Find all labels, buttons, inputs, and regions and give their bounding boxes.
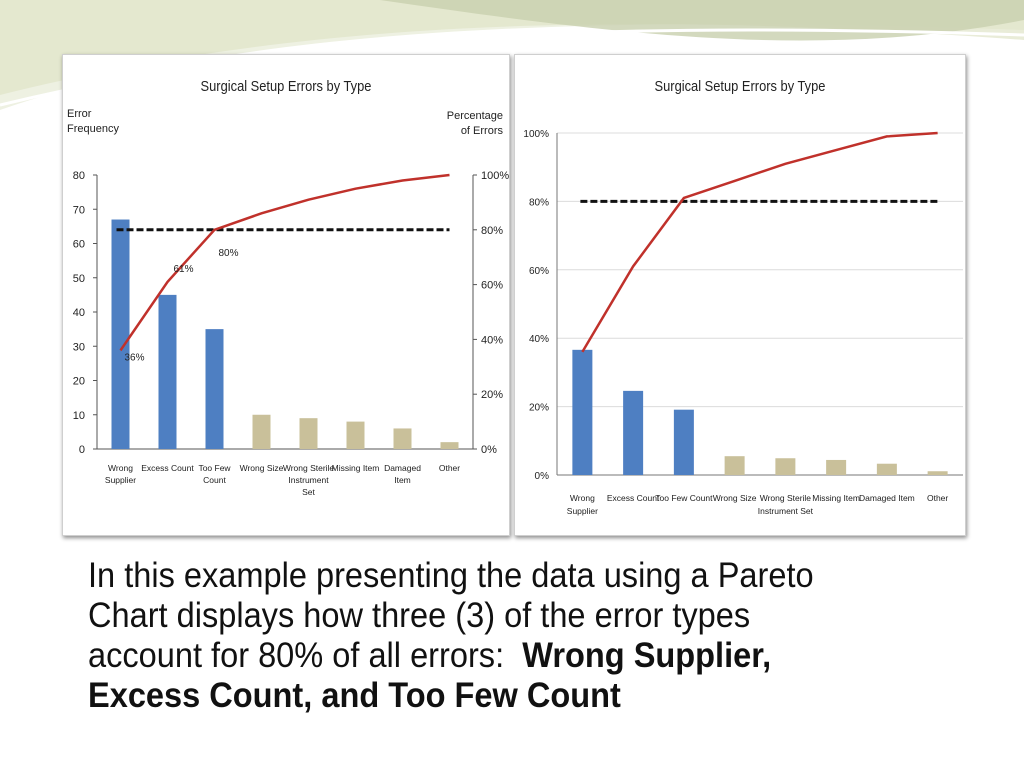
left-y-tick-label: 20 <box>73 376 85 388</box>
caption-line-1: In this example presenting the data usin… <box>88 556 814 595</box>
left-y2-tick-label: 100% <box>481 170 509 182</box>
right-x-tick-label: Missing Item <box>812 493 860 503</box>
left-y-tick-label: 80 <box>73 170 85 182</box>
left-y-axis-label: Error Frequency <box>67 108 119 135</box>
right-bar <box>673 409 694 475</box>
left-bar <box>111 219 130 449</box>
left-y-tick-label: 10 <box>73 410 85 422</box>
left-annotation: 61% <box>174 264 194 275</box>
caption: In this example presenting the data usin… <box>88 556 906 716</box>
left-y-tick-label: 30 <box>73 341 85 353</box>
left-pareto-chart-panel: Surgical Setup Errors by Type Error Freque… <box>62 54 510 536</box>
right-bar <box>775 458 796 475</box>
caption-highlight-1: Wrong Supplier, <box>522 636 772 675</box>
left-y2-tick-label: 60% <box>481 280 503 292</box>
left-bar <box>158 294 177 449</box>
caption-line-2: Chart displays how three (3) of the erro… <box>88 596 751 635</box>
left-annotation: 36% <box>125 352 145 363</box>
right-x-tick-label: Damaged Item <box>859 493 915 503</box>
left-bar <box>393 428 412 449</box>
left-x-tick-label: Excess Count <box>141 463 194 473</box>
left-y2-tick-label: 20% <box>481 389 503 401</box>
left-annotation: 80% <box>219 248 239 259</box>
right-x-tick-label: Wrong Size <box>713 493 757 503</box>
left-x-tick-label: Wrong Size <box>240 463 284 473</box>
left-bar <box>205 329 224 449</box>
left-y-tick-label: 0 <box>79 444 85 456</box>
left-bar <box>252 414 271 449</box>
left-y2-tick-label: 40% <box>481 334 503 346</box>
right-y-tick-label: 0% <box>535 471 550 482</box>
caption-line-3-text: account for 80% of all errors: <box>88 636 523 675</box>
right-bar <box>724 456 745 475</box>
right-y-tick-label: 100% <box>523 129 549 140</box>
left-y2-axis-label: Percentage of Errors <box>447 110 504 137</box>
left-x-tick-label: Damaged Item <box>384 463 421 485</box>
right-chart-title: Surgical Setup Errors by Type <box>655 77 826 94</box>
left-x-tick-label: Wrong Supplier <box>105 463 136 485</box>
right-x-tick-label: Wrong Sterile Instrument Set <box>758 493 814 516</box>
left-bar <box>346 421 365 449</box>
right-y-tick-label: 60% <box>529 266 549 277</box>
right-y-tick-label: 40% <box>529 334 549 345</box>
right-x-tick-label: Other <box>927 493 948 503</box>
left-x-tick-label: Missing Item <box>332 463 380 473</box>
right-bar <box>572 349 593 475</box>
left-y-tick-label: 70 <box>73 204 85 216</box>
caption-highlight-2: Excess Count, and Too Few Count <box>88 676 621 715</box>
right-pareto-chart-panel: Surgical Setup Errors by Type 0% 20% 40% 60%… <box>514 54 966 536</box>
right-cumulative-line <box>581 131 938 353</box>
right-y-tick-label: 80% <box>529 197 549 208</box>
caption-line-4: Excess Count, and Too Few Count <box>88 676 906 716</box>
right-x-tick-label: Wrong Supplier <box>567 493 598 516</box>
left-pareto-chart: Surgical Setup Errors by Type Error Freque… <box>67 77 509 497</box>
left-x-tick-label: Other <box>439 463 460 473</box>
right-x-tick-label: Too Few Count <box>655 493 713 503</box>
right-x-tick-label: Excess Count <box>607 493 660 503</box>
right-pareto-chart: Surgical Setup Errors by Type 0% 20% 40% 60%… <box>523 77 963 516</box>
caption-line-3: account for 80% of all errors: Wrong Sup… <box>88 636 906 676</box>
left-y2-tick-label: 80% <box>481 225 503 237</box>
left-bar <box>299 418 318 449</box>
left-y2-tick-label: 0% <box>481 444 497 456</box>
right-bar <box>623 390 644 475</box>
left-x-tick-label: Too Few Count <box>198 463 231 485</box>
left-cumulative-line <box>119 173 450 352</box>
left-y-tick-label: 50 <box>73 273 85 285</box>
right-bar <box>876 463 897 475</box>
right-bar <box>826 459 847 475</box>
left-y-tick-label: 60 <box>73 239 85 251</box>
left-chart-title: Surgical Setup Errors by Type <box>201 77 372 94</box>
left-y-tick-label: 40 <box>73 307 85 319</box>
left-x-tick-label: Wrong Sterile Instrument Set <box>283 463 335 497</box>
left-bar <box>440 442 459 449</box>
right-bar <box>927 471 948 475</box>
right-y-tick-label: 20% <box>529 403 549 414</box>
